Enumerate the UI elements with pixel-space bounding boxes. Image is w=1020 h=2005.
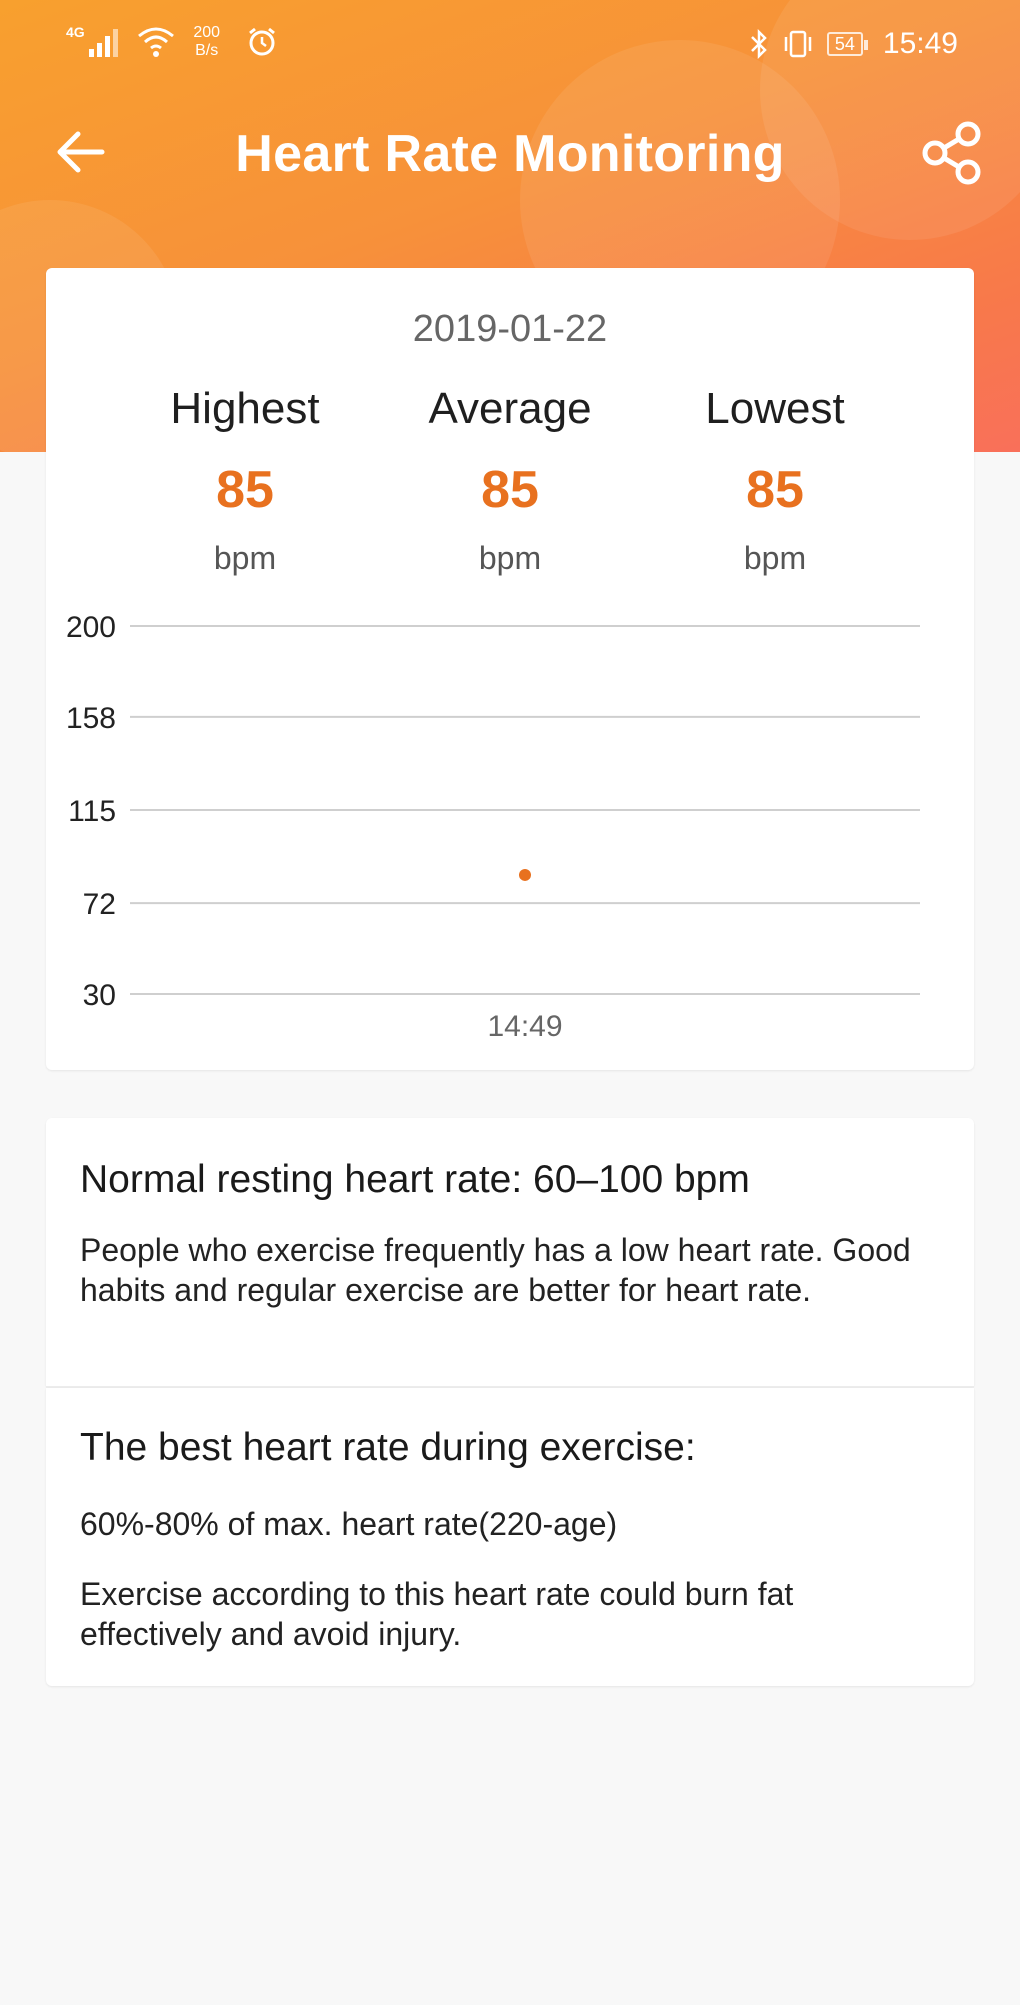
- stat-label: Highest: [170, 384, 320, 433]
- stat-label: Lowest: [705, 384, 845, 433]
- status-bar: 4G 200 B/s 54 15:49: [0, 0, 1020, 90]
- resting-heading: Normal resting heart rate: 60–100 bpm: [80, 1158, 750, 1201]
- exercise-range: 60%-80% of max. heart rate(220-age): [80, 1506, 618, 1542]
- status-left: 4G 200 B/s: [66, 20, 277, 64]
- stat-unit: bpm: [213, 540, 277, 576]
- page-title: Heart Rate Monitoring: [235, 125, 785, 183]
- status-right: 54 15:49: [749, 22, 958, 66]
- stat-highest: Highest 85 bpm: [90, 384, 400, 577]
- arrow-left-icon: [57, 131, 105, 173]
- exercise-heading: The best heart rate during exercise:: [80, 1426, 696, 1469]
- share-icon: [922, 121, 981, 185]
- vibrate-icon: [784, 30, 812, 58]
- stat-average: Average 85 bpm: [355, 384, 665, 577]
- exercise-info-card: The best heart rate during exercise: 60%…: [46, 1388, 974, 1686]
- exercise-description: Exercise according to this heart rate co…: [80, 1576, 794, 1652]
- stat-unit: bpm: [478, 540, 542, 576]
- divider: [46, 1386, 974, 1388]
- y-tick-label: 200: [66, 611, 116, 644]
- network-type: 4G: [66, 24, 85, 40]
- bluetooth-icon: [751, 29, 767, 59]
- resting-description: People who exercise frequently has a low…: [80, 1232, 911, 1308]
- y-tick-label: 158: [66, 702, 116, 735]
- heart-rate-chart: 200 158 115 72 30 14:49: [66, 611, 920, 1043]
- stat-value: 85: [746, 461, 804, 519]
- signal-icon: [88, 29, 118, 57]
- stat-lowest: Lowest 85 bpm: [620, 384, 930, 577]
- back-button[interactable]: [52, 124, 108, 180]
- data-point: [519, 868, 531, 881]
- wifi-icon: [137, 27, 174, 57]
- data-rate: 200 B/s: [193, 24, 221, 59]
- clock: 15:49: [882, 27, 958, 60]
- y-tick-label: 115: [68, 795, 116, 828]
- stat-unit: bpm: [743, 540, 807, 576]
- x-tick-label: 14:49: [487, 1010, 562, 1043]
- stat-value: 85: [216, 461, 274, 519]
- stat-value: 85: [481, 461, 539, 519]
- y-tick-label: 72: [83, 888, 116, 921]
- battery-icon: 54: [826, 32, 868, 56]
- alarm-icon: [248, 27, 275, 56]
- share-button[interactable]: [918, 118, 988, 188]
- summary-card: 2019-01-22 Highest 85 bpm Average 85 bpm…: [46, 268, 974, 1070]
- date-label: 2019-01-22: [412, 308, 608, 350]
- y-tick-label: 30: [83, 979, 116, 1012]
- resting-info-card: Normal resting heart rate: 60–100 bpm Pe…: [46, 1118, 974, 1386]
- stat-label: Average: [428, 384, 592, 433]
